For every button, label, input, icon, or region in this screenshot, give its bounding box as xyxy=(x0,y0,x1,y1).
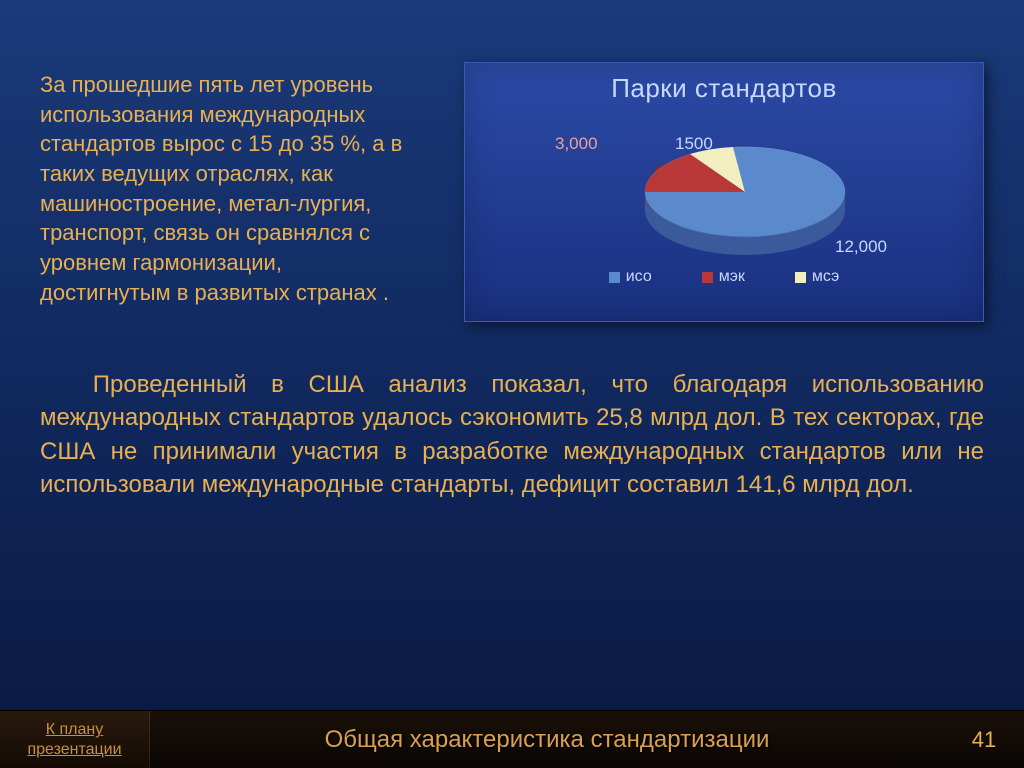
legend-item-mse: мсэ xyxy=(795,268,839,286)
legend-swatch-mse xyxy=(795,272,806,283)
legend-label-mek: мэк xyxy=(719,268,745,286)
pie-label-mse: 1500 xyxy=(675,134,713,154)
legend-item-mek: мэк xyxy=(702,268,745,286)
pie-label-iso: 12,000 xyxy=(835,237,887,257)
legend-label-mse: мсэ xyxy=(812,268,839,286)
footer-bar: К плану презентации Общая характеристика… xyxy=(0,710,1024,768)
pie-label-mek: 3,000 xyxy=(555,134,598,154)
legend-item-iso: исо xyxy=(609,268,652,286)
chart-legend: исо мэк мсэ xyxy=(465,268,983,286)
chart-panel: Парки стандартов 3,000 1500 12,000 xyxy=(464,62,984,322)
pie-chart: 3,000 1500 12,000 xyxy=(465,122,985,262)
chart-title: Парки стандартов xyxy=(465,73,983,104)
page-number: 41 xyxy=(944,727,1024,753)
plan-link-button[interactable]: К плану презентации xyxy=(0,711,150,768)
footer-title: Общая характеристика стандартизации xyxy=(150,726,944,754)
legend-swatch-mek xyxy=(702,272,713,283)
left-paragraph: За прошедшие пять лет уровень использова… xyxy=(40,70,410,308)
legend-swatch-iso xyxy=(609,272,620,283)
bottom-paragraph: Проведенный в США анализ показал, что бл… xyxy=(40,308,984,502)
legend-label-iso: исо xyxy=(626,268,652,286)
